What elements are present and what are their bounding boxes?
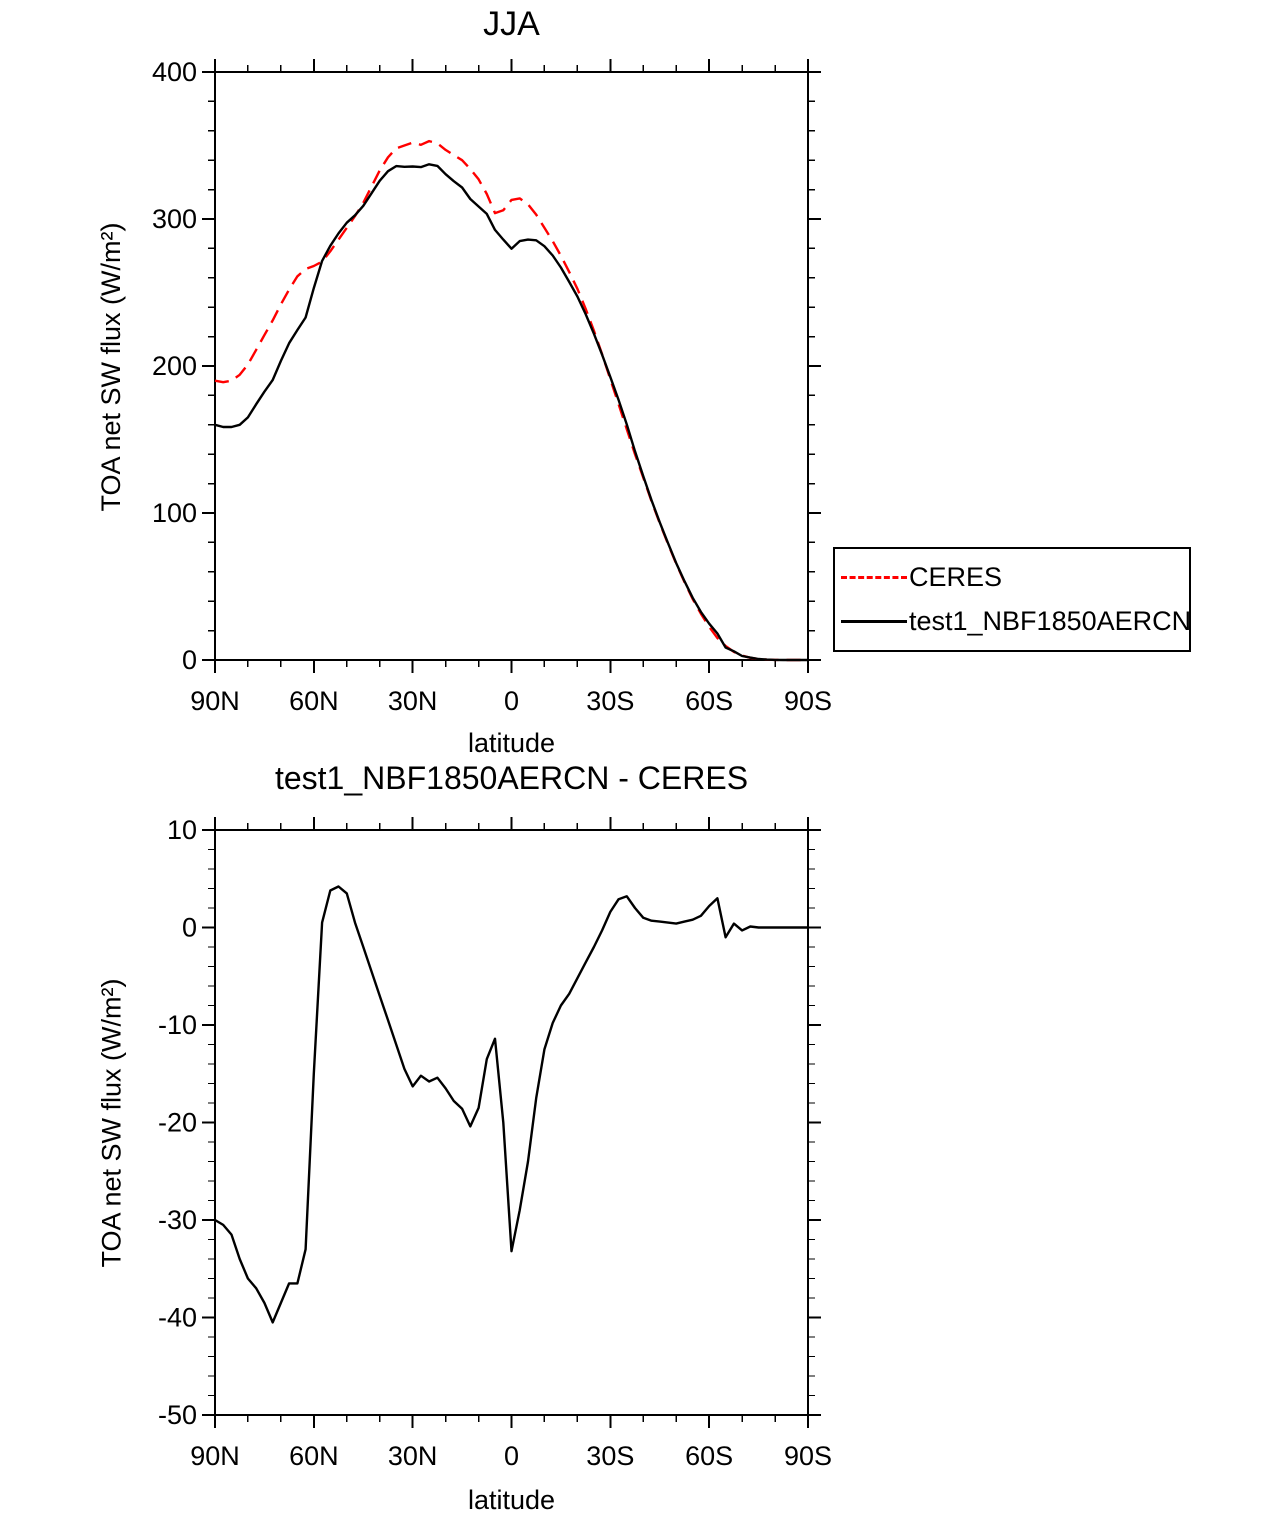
y-tick-label: 300 bbox=[152, 204, 197, 234]
legend-label-test1: test1_NBF1850AERCN bbox=[909, 606, 1192, 636]
y-tick-label: 0 bbox=[182, 645, 197, 675]
y-tick-label: 10 bbox=[167, 815, 197, 845]
y-tick-label: 200 bbox=[152, 351, 197, 381]
top-chart-x-axis-title: latitude bbox=[467, 728, 556, 758]
x-tick-label: 90S bbox=[784, 1441, 832, 1471]
x-tick-label: 30S bbox=[586, 1441, 634, 1471]
bottom-chart-x-axis-title: latitude bbox=[467, 1485, 556, 1515]
x-tick-label: 0 bbox=[504, 686, 519, 716]
x-tick-label: 60S bbox=[685, 1441, 733, 1471]
x-tick-label: 90N bbox=[190, 1441, 240, 1471]
legend-item-test1: test1_NBF1850AERCN bbox=[841, 606, 1192, 637]
bottom-chart-plot-area: 90N 60N 30N 0 30S 60S 90S -50 -40 -30 -20 -10 0 10 bbox=[158, 815, 832, 1471]
y-tick-label: -30 bbox=[158, 1205, 197, 1235]
ceres-line-sample-icon bbox=[841, 576, 907, 579]
y-tick-label: 100 bbox=[152, 498, 197, 528]
bottom-chart-y-axis-title: TOA net SW flux (W/m²) bbox=[96, 978, 127, 1268]
x-tick-label: 30N bbox=[388, 1441, 438, 1471]
series-line-test1-nbf1850aercn bbox=[214, 163, 808, 662]
y-tick-label: -50 bbox=[158, 1400, 197, 1430]
x-tick-label: 60N bbox=[289, 686, 339, 716]
series-line-test1-nbf1850aercn-ceres bbox=[214, 885, 808, 1324]
y-tick-label: -20 bbox=[158, 1108, 197, 1138]
x-tick-label: 90N bbox=[190, 686, 240, 716]
top-chart-title: JJA bbox=[483, 5, 540, 43]
x-tick-label: 0 bbox=[504, 1441, 519, 1471]
y-tick-label: -40 bbox=[158, 1303, 197, 1333]
top-chart-frame bbox=[214, 71, 809, 661]
x-tick-label: 30S bbox=[586, 686, 634, 716]
x-tick-label: 90S bbox=[784, 686, 832, 716]
test1-line-sample-icon bbox=[841, 620, 907, 623]
bottom-chart-frame bbox=[214, 829, 809, 1416]
legend: CERES test1_NBF1850AERCN bbox=[833, 547, 1191, 652]
bottom-chart-title: test1_NBF1850AERCN - CERES bbox=[274, 760, 749, 796]
x-tick-label: 60S bbox=[685, 686, 733, 716]
x-tick-label: 60N bbox=[289, 1441, 339, 1471]
series-line-ceres bbox=[214, 139, 808, 662]
y-tick-label: -10 bbox=[158, 1010, 197, 1040]
top-chart-y-axis-title: TOA net SW flux (W/m²) bbox=[96, 222, 126, 512]
legend-label-ceres: CERES bbox=[909, 562, 1003, 592]
x-tick-label: 30N bbox=[388, 686, 438, 716]
y-tick-label: 400 bbox=[152, 57, 197, 87]
y-tick-label: 0 bbox=[182, 913, 197, 943]
legend-item-ceres: CERES bbox=[841, 562, 1189, 593]
top-chart-plot-area: 90N 60N 30N 0 30S 60S 90S 0 100 200 300 400 bbox=[152, 57, 832, 716]
